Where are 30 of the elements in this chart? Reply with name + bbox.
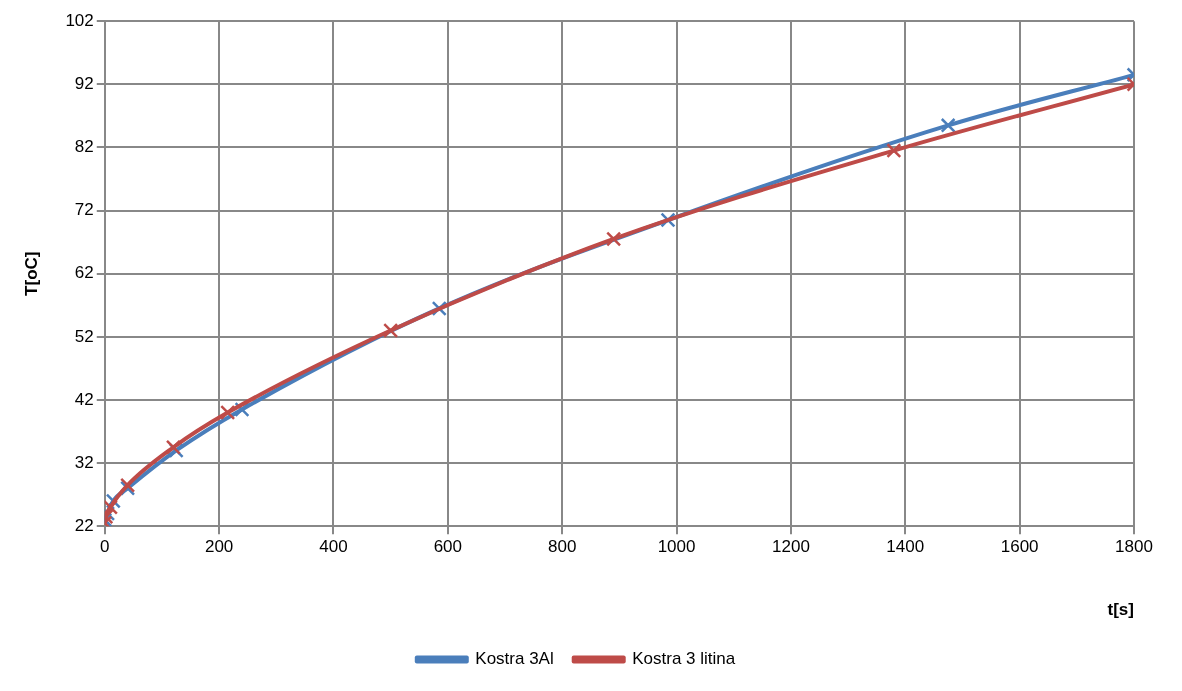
y-tick-label: 22: [74, 515, 94, 535]
x-axis-title: t[s]: [1107, 600, 1134, 620]
y-tick-label: 62: [74, 263, 94, 283]
legend-label: Kostra 3 litina: [632, 649, 736, 669]
x-tick-label: 1000: [657, 537, 696, 557]
x-tick-label: 200: [204, 537, 234, 557]
x-tick-label: 0: [100, 537, 110, 557]
point: [940, 117, 956, 133]
point: [220, 404, 236, 421]
point: [165, 439, 181, 455]
x-tick-label: 1200: [772, 537, 810, 557]
x-tick-label: 1400: [886, 537, 925, 557]
point: [886, 142, 902, 159]
y-tick-label: 42: [74, 389, 94, 409]
point: [104, 499, 119, 515]
x-tick-label: 800: [548, 537, 577, 557]
point: [606, 231, 622, 247]
y-tick-label: 52: [74, 326, 94, 346]
x-tick-label: 1600: [1000, 537, 1039, 557]
point: [383, 322, 399, 339]
y-tick-label: 92: [74, 74, 94, 94]
y-tick-label: 72: [74, 200, 94, 220]
x-tick-label: 1800: [1115, 537, 1153, 557]
legend-label: Kostra 3Al: [475, 649, 554, 669]
x-tick-label: 600: [433, 537, 463, 557]
x-tick-label: 400: [319, 537, 348, 557]
y-tick-label: 82: [74, 137, 94, 157]
y-tick-label: 102: [65, 10, 94, 30]
y-tick-label: 32: [74, 452, 94, 472]
y-axis-title: T[oC]: [21, 251, 41, 296]
